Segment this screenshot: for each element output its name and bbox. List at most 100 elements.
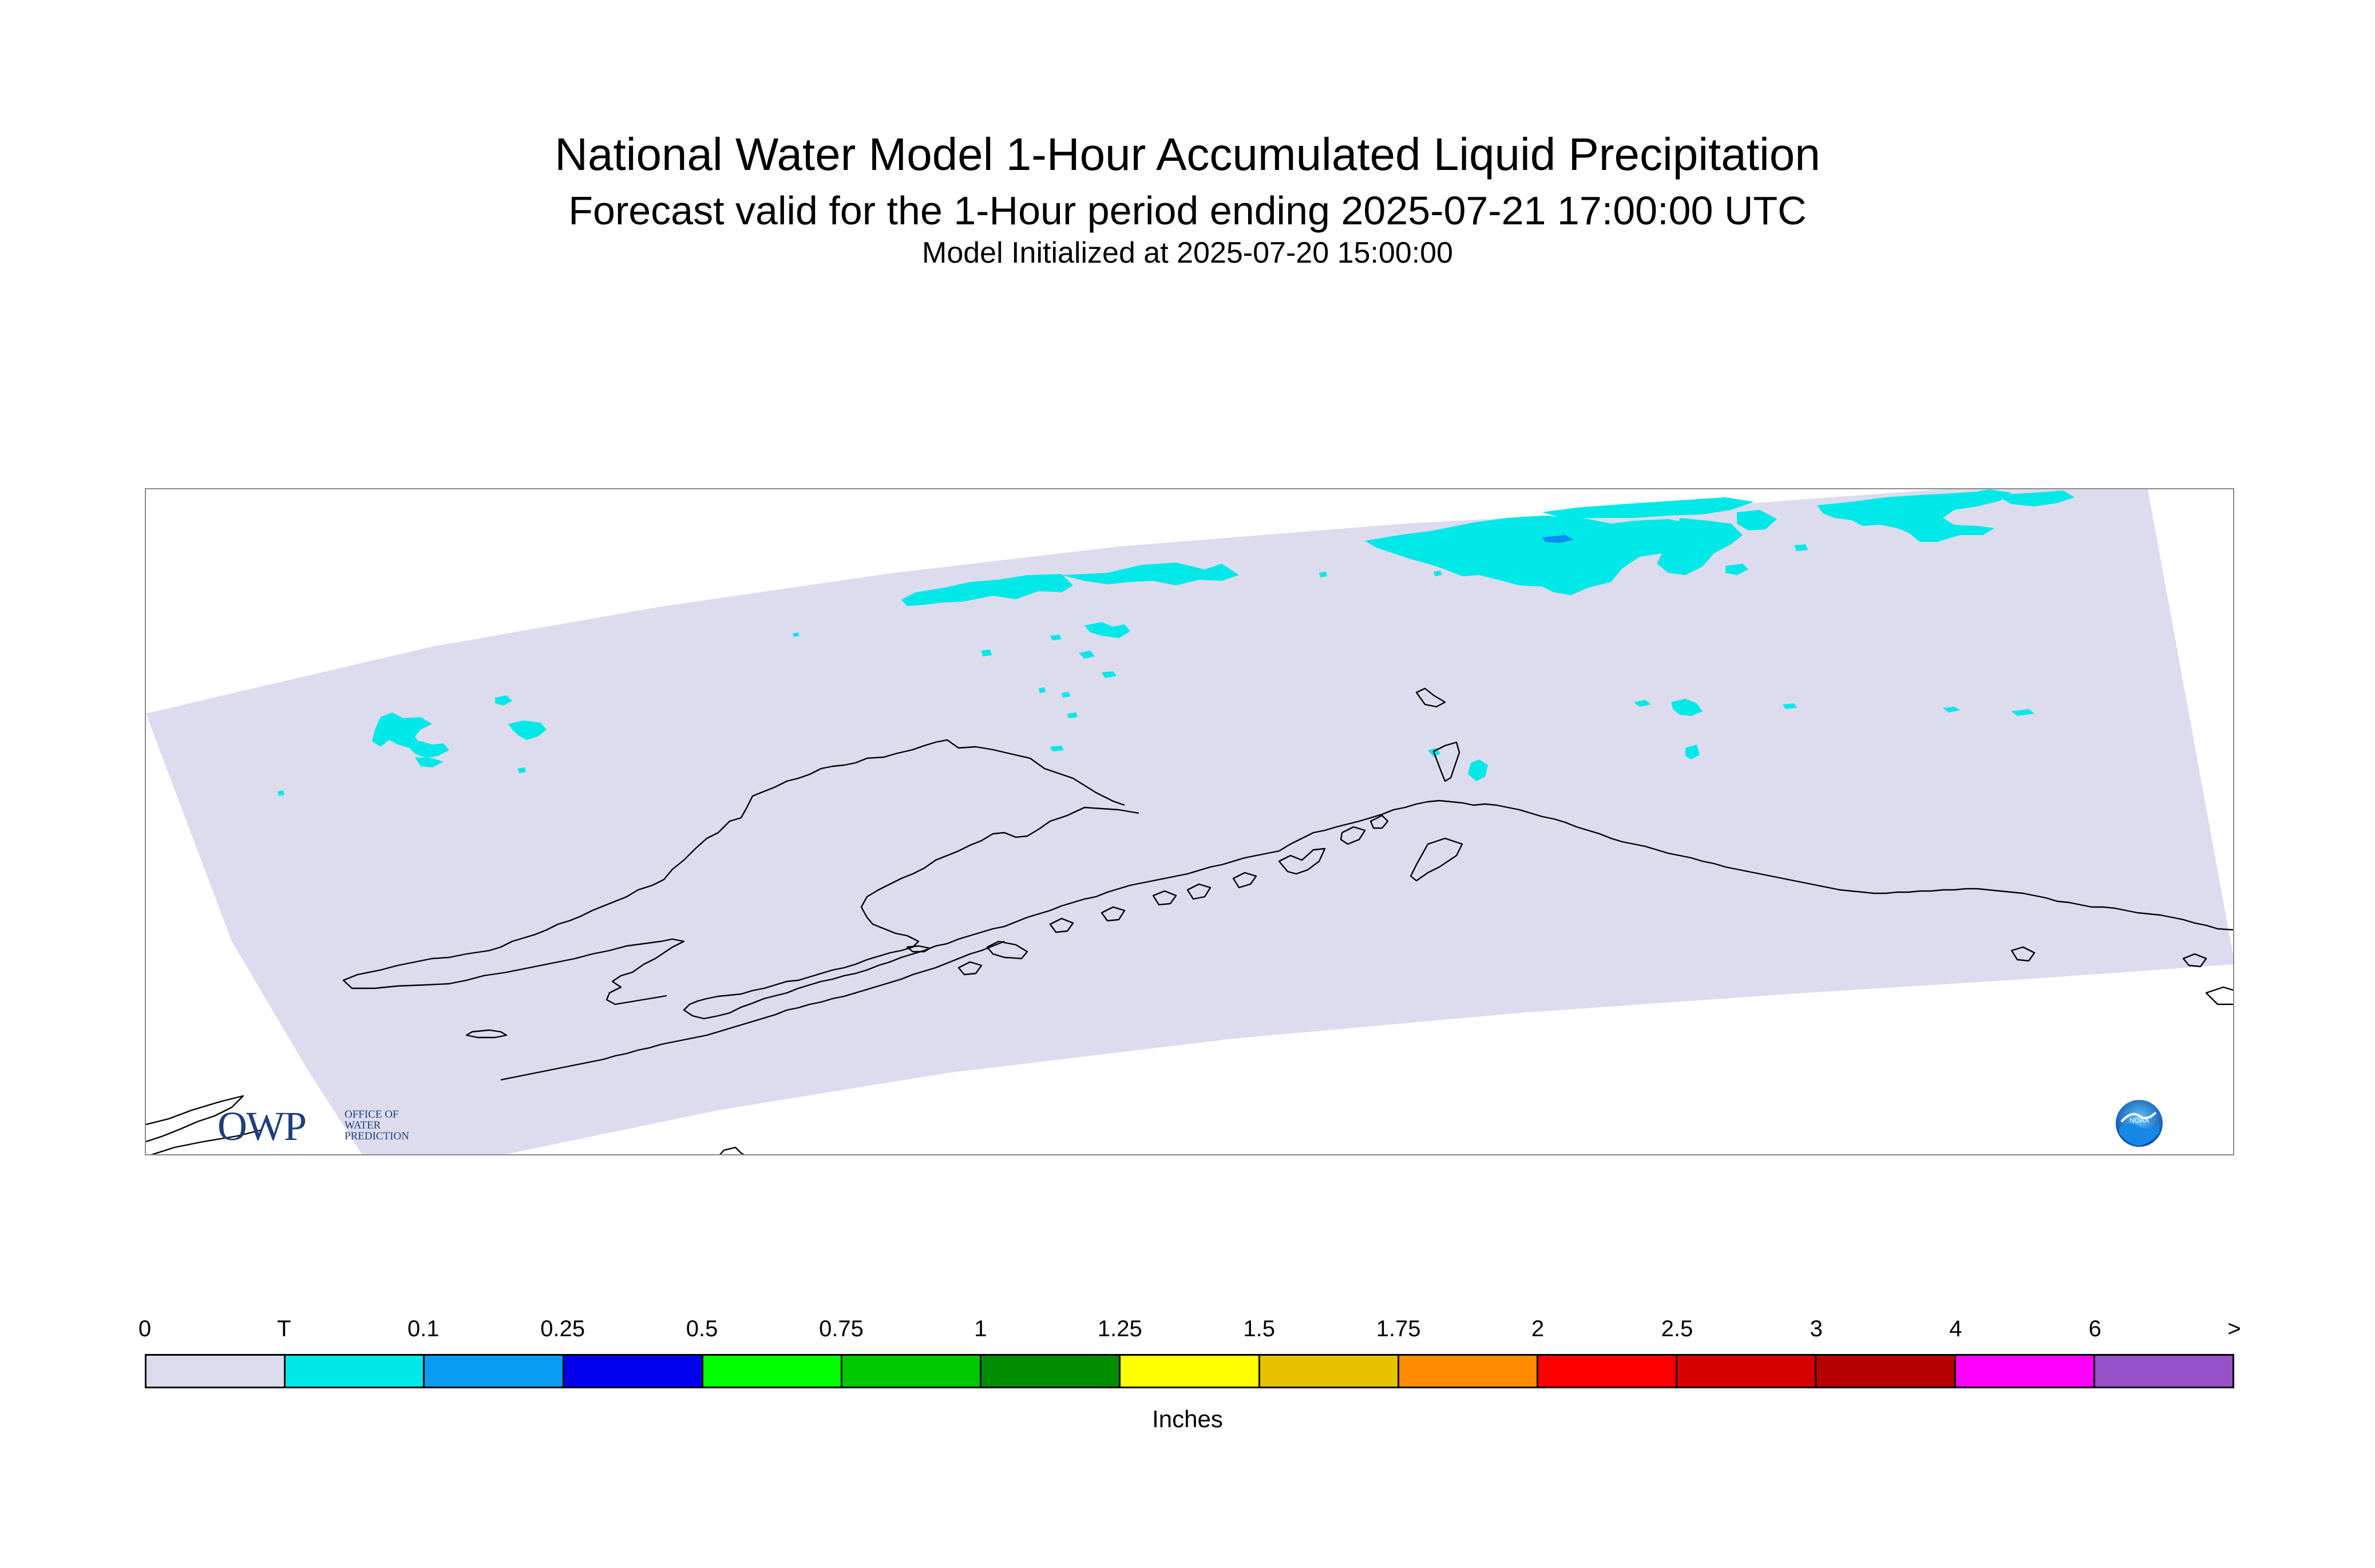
- trace-precip-areas: [278, 489, 2075, 796]
- trace-area: [1434, 571, 1442, 576]
- coastline-island: [906, 945, 931, 953]
- trace-area: [403, 741, 449, 758]
- legend-swatch: [425, 1356, 564, 1387]
- coastline-island: [986, 940, 1028, 960]
- model-domain: [146, 489, 2233, 1154]
- legend-tick-label: 4: [1949, 1316, 1962, 1341]
- legend-tick-label: 6: [2088, 1316, 2101, 1341]
- trace-area: [981, 650, 992, 656]
- trace-area: [1102, 671, 1117, 678]
- trace-area: [793, 632, 799, 637]
- noaa-logo-text: NOAA: [2129, 1116, 2149, 1124]
- trace-area: [508, 720, 547, 740]
- legend-swatch: [2095, 1356, 2233, 1387]
- trace-area: [1640, 525, 1660, 533]
- legend-tick-label: 1: [974, 1316, 987, 1341]
- coastline-bottom-left: [719, 1146, 745, 1154]
- legend-swatch: [1816, 1356, 1956, 1387]
- legend-tick-label: 1.75: [1376, 1316, 1421, 1341]
- coastline-island: [1186, 883, 1212, 900]
- legend-swatch: [1260, 1356, 1399, 1387]
- coastline-island: [465, 1029, 508, 1039]
- legend-tick-label: 0.25: [540, 1316, 585, 1341]
- owp-logo-line: OFFICE OF: [345, 1108, 399, 1120]
- coastline-island: [2182, 953, 2207, 968]
- trace-area: [372, 712, 432, 748]
- coastline-island: [1340, 826, 1366, 845]
- coastline-island: [1410, 837, 1463, 882]
- coastline-island: [1369, 814, 1389, 829]
- trace-area: [1725, 564, 1748, 575]
- trace-area: [1084, 622, 1130, 638]
- trace-area: [1817, 489, 2012, 542]
- legend-swatch: [842, 1356, 982, 1387]
- trace-area: [1050, 635, 1062, 640]
- legend-swatch: [1538, 1356, 1678, 1387]
- legend-tick-label: 0: [138, 1316, 152, 1341]
- trace-area: [518, 767, 526, 773]
- legend-swatch: [286, 1356, 425, 1387]
- map-subtitle: Forecast valid for the 1-Hour period end…: [568, 188, 1807, 233]
- coastline-island: [1278, 848, 1326, 875]
- legend-tick-label: 2.5: [1661, 1316, 1693, 1341]
- trace-area: [415, 757, 444, 767]
- coastline-island: [2205, 986, 2233, 1005]
- trace-area: [1794, 544, 1808, 551]
- legend-tick-label: >: [2227, 1316, 2241, 1341]
- trace-area: [495, 695, 512, 706]
- coastline-island: [1049, 917, 1074, 933]
- trace-area: [1671, 699, 1703, 716]
- legend-tick-label: 0.5: [686, 1316, 718, 1341]
- owp-logo: OWP OFFICE OF WATER PREDICTION: [217, 1103, 423, 1149]
- legend-swatch: [1677, 1356, 1817, 1387]
- coastline-island: [2010, 946, 2036, 962]
- noaa-logo-icon: NOAA: [2115, 1099, 2164, 1148]
- coastline-island: [1415, 687, 1446, 708]
- trace-area: [1079, 651, 1095, 659]
- coastline-island: [1101, 906, 1126, 922]
- trace-area: [1634, 700, 1651, 707]
- legend-swatch: [564, 1356, 703, 1387]
- trace-area: [1685, 745, 1700, 759]
- map-canvas: [146, 489, 2233, 1154]
- coastline-island: [1232, 872, 1257, 889]
- legend-tick-label: 1.25: [1097, 1316, 1142, 1341]
- coastline-peninsula: [683, 806, 1280, 1020]
- trace-area: [1050, 746, 1064, 751]
- coastline-gulf: [1278, 799, 2233, 931]
- legend-swatch: [147, 1356, 286, 1387]
- legend-units: Inches: [1152, 1405, 1223, 1432]
- light-precip-area: [1542, 535, 1574, 543]
- coastline-bottom-left: [151, 1129, 261, 1154]
- trace-area: [1542, 497, 1754, 519]
- trace-area: [1067, 712, 1078, 718]
- trace-area: [1783, 703, 1797, 709]
- trace-area: [2012, 709, 2034, 716]
- owp-logo-line: PREDICTION: [345, 1130, 409, 1142]
- legend-tick-label: T: [277, 1316, 291, 1341]
- legend-tick-label: 3: [1810, 1316, 1823, 1341]
- trace-area: [1468, 759, 1488, 781]
- owp-logo-text: OFFICE OF WATER PREDICTION: [345, 1109, 409, 1142]
- model-init-time: Model Initialized at 2025-07-20 15:00:00: [922, 236, 1453, 270]
- trace-area: [1062, 563, 1239, 585]
- legend-colorbar: [145, 1354, 2234, 1388]
- trace-area: [1943, 707, 1960, 712]
- legend-swatch: [1399, 1356, 1539, 1387]
- legend-tick-label: 2: [1531, 1316, 1545, 1341]
- coastline: [146, 687, 2233, 1154]
- legend-swatch: [981, 1356, 1121, 1387]
- coastline-mainland: [342, 739, 1125, 1005]
- owp-logo-line: WATER: [345, 1119, 381, 1131]
- trace-area: [1737, 510, 1777, 530]
- coastline-bottom-left: [146, 1095, 244, 1143]
- trace-area: [1062, 692, 1071, 698]
- trace-area: [1319, 572, 1327, 577]
- coastline-island: [957, 961, 983, 976]
- trace-area: [1994, 490, 2075, 506]
- trace-area: [278, 790, 284, 796]
- trace-area: [1657, 518, 1743, 575]
- coastline-island: [1152, 890, 1177, 906]
- owp-logo-letters: OWP: [217, 1103, 307, 1149]
- legend-tick-label: 1.5: [1243, 1316, 1275, 1341]
